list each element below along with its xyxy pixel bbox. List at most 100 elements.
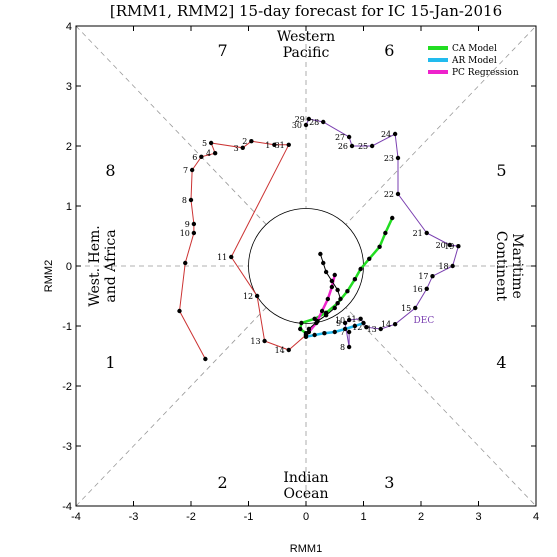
- day-label: 12: [352, 323, 362, 332]
- legend-label: PC Regression: [452, 68, 519, 78]
- data-point: [450, 263, 455, 269]
- phase-number: 5: [496, 161, 506, 180]
- day-label: 27: [335, 133, 345, 142]
- data-point: [349, 143, 355, 149]
- data-point: [312, 316, 317, 321]
- chart-title: [RMM1, RMM2] 15-day forecast for IC 15-J…: [110, 2, 502, 20]
- day-label: 14: [381, 320, 391, 329]
- x-tick-label: -4: [71, 511, 81, 523]
- data-point: [392, 131, 398, 137]
- data-point: [392, 322, 398, 327]
- data-point: [430, 274, 435, 279]
- region-label-line: and Africa: [103, 229, 119, 302]
- data-point: [413, 305, 418, 311]
- data-point: [364, 325, 369, 330]
- phase-number: 7: [218, 41, 228, 60]
- data-point: [447, 242, 452, 248]
- region-label-line: West. Hem.: [87, 225, 103, 306]
- data-point: [332, 305, 337, 311]
- day-label: 13: [250, 337, 260, 346]
- data-point: [318, 251, 323, 257]
- data-point: [367, 256, 372, 261]
- day-label: 6: [192, 153, 197, 162]
- data-point: [312, 332, 317, 338]
- day-label: 7: [183, 166, 188, 175]
- data-point: [249, 139, 254, 144]
- phase-number: 3: [384, 473, 394, 492]
- day-label: 13: [367, 325, 377, 334]
- data-point: [199, 154, 204, 159]
- data-point: [338, 296, 343, 302]
- data-point: [342, 320, 348, 326]
- diagonal-guide: [75, 25, 537, 507]
- day-label: 11: [346, 315, 356, 324]
- day-label: 9: [185, 220, 190, 229]
- data-point: [390, 215, 395, 221]
- data-point: [191, 230, 197, 236]
- y-tick-label: 4: [66, 21, 72, 33]
- data-point: [395, 155, 401, 161]
- data-point: [335, 287, 340, 293]
- data-point: [306, 116, 312, 122]
- data-point: [240, 145, 245, 150]
- legend-label: AR Model: [451, 56, 497, 66]
- data-point: [286, 347, 291, 353]
- data-point: [352, 323, 358, 329]
- data-point: [272, 142, 277, 147]
- day-label: 25: [358, 142, 368, 151]
- data-point: [345, 289, 350, 294]
- day-label: 4: [206, 149, 211, 158]
- day-label: 29: [295, 115, 305, 124]
- data-point: [189, 167, 195, 173]
- unit-circle: [248, 208, 364, 324]
- y-tick-label: 0: [66, 261, 72, 273]
- y-axis-label: RMM2: [43, 260, 55, 292]
- data-point: [203, 356, 208, 362]
- region-label: West. Hem. and Africa: [87, 225, 119, 306]
- data-point: [342, 326, 348, 332]
- data-point: [369, 143, 375, 149]
- day-label: 30: [292, 121, 302, 130]
- day-label: 1: [265, 141, 270, 150]
- day-label: 17: [418, 272, 428, 281]
- region-label-line: Continent: [493, 231, 509, 302]
- data-point: [183, 260, 188, 266]
- day-label: 11: [217, 253, 227, 262]
- data-point: [323, 313, 329, 318]
- data-point: [299, 320, 304, 326]
- day-label: 21: [413, 229, 423, 238]
- data-point: [361, 320, 366, 326]
- data-point: [286, 142, 291, 147]
- region-label-line: Western: [277, 29, 335, 45]
- data-point: [303, 332, 309, 338]
- data-point: [378, 326, 383, 332]
- data-point: [329, 278, 335, 284]
- data-point: [191, 221, 197, 227]
- day-label: 18: [438, 262, 448, 271]
- day-label: 31: [275, 141, 285, 150]
- data-point: [298, 326, 303, 332]
- phase-number: 2: [218, 473, 228, 492]
- data-point: [319, 308, 325, 314]
- x-tick-label: 2: [418, 511, 424, 523]
- data-point: [177, 308, 182, 314]
- x-axis-label: RMM1: [290, 543, 322, 555]
- day-label: 10: [335, 316, 345, 325]
- day-label: 8: [340, 343, 345, 352]
- data-point: [262, 338, 267, 344]
- data-point: [306, 326, 312, 332]
- day-label: 7: [340, 328, 345, 337]
- day-label: 10: [180, 229, 190, 238]
- x-tick-label: 0: [303, 511, 309, 523]
- data-point: [352, 277, 358, 282]
- y-tick-label: -3: [62, 441, 72, 453]
- data-point: [424, 286, 429, 291]
- y-tick-label: -4: [62, 501, 72, 513]
- day-label: 2: [242, 137, 247, 146]
- day-label: 15: [401, 304, 411, 313]
- data-point: [332, 329, 337, 335]
